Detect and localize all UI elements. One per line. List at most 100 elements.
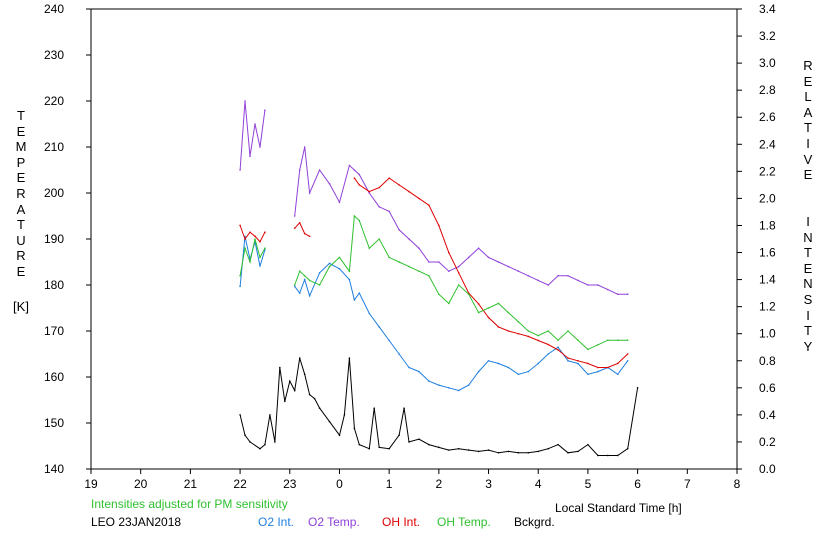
data-point — [517, 270, 520, 273]
y-left-tick-label: 200 — [44, 186, 64, 200]
data-point — [378, 446, 381, 449]
data-point — [567, 357, 569, 359]
data-point — [239, 224, 241, 227]
data-point — [537, 362, 540, 365]
x-tick-label: 8 — [734, 477, 741, 491]
data-point — [497, 362, 500, 365]
data-point — [239, 169, 241, 171]
data-point — [388, 256, 390, 259]
data-point — [378, 326, 381, 328]
data-point — [353, 177, 356, 179]
data-point — [487, 316, 490, 319]
data-point — [264, 231, 266, 234]
data-point — [269, 414, 271, 416]
data-point — [398, 229, 400, 231]
data-point — [358, 173, 361, 176]
data-point — [358, 184, 361, 186]
data-point — [616, 293, 619, 296]
data-point — [457, 389, 460, 392]
data-point — [557, 443, 559, 446]
x-tick-label: 1 — [386, 477, 393, 491]
data-point — [527, 370, 530, 373]
data-point — [249, 231, 251, 234]
data-point — [353, 169, 356, 171]
data-point — [249, 261, 251, 263]
x-tick-label: 0 — [336, 477, 343, 491]
data-point — [418, 247, 420, 249]
data-point — [547, 330, 549, 332]
data-point — [308, 192, 311, 194]
data-point — [477, 450, 480, 453]
data-point — [348, 270, 351, 273]
data-point — [368, 447, 371, 450]
data-point — [547, 284, 549, 286]
y-left-tick-label: 180 — [44, 278, 64, 292]
data-point — [587, 373, 589, 376]
y-right-tick-label: 1.2 — [759, 300, 776, 314]
data-point — [293, 389, 296, 392]
data-point — [577, 450, 579, 453]
y-left-tick-label: 230 — [44, 48, 64, 62]
data-point — [298, 292, 301, 294]
x-axis-label: Local Standard Time [h] — [555, 501, 682, 515]
data-point — [626, 353, 629, 355]
x-tick-label: 6 — [634, 477, 641, 491]
data-point — [567, 275, 569, 277]
data-point — [616, 362, 619, 365]
data-point — [338, 256, 341, 259]
data-point — [547, 343, 549, 346]
x-tick-label: 19 — [84, 477, 98, 491]
data-point — [298, 357, 301, 359]
y-left-tick-label: 160 — [44, 370, 64, 384]
data-point — [308, 235, 311, 238]
data-point — [487, 256, 490, 259]
data-point — [507, 311, 510, 314]
data-point — [338, 201, 341, 203]
data-point — [259, 447, 261, 450]
data-point — [487, 449, 490, 451]
y-left-tick-label: 140 — [44, 462, 64, 476]
data-point — [487, 307, 490, 309]
data-point — [587, 443, 589, 446]
data-point — [547, 353, 549, 355]
data-point — [418, 270, 420, 273]
y-left-axis-unit: [K] — [13, 299, 29, 314]
data-point — [259, 146, 261, 148]
data-point — [597, 284, 599, 286]
data-point — [517, 373, 520, 376]
data-point — [398, 353, 400, 355]
x-tick-label: 20 — [134, 477, 148, 491]
data-point — [607, 339, 609, 342]
data-point — [527, 330, 530, 332]
data-point — [368, 247, 371, 249]
data-point — [303, 275, 306, 277]
data-point — [517, 332, 520, 335]
data-point — [447, 251, 450, 254]
data-point — [497, 302, 500, 305]
data-point — [557, 346, 559, 349]
data-point — [567, 330, 569, 332]
data-point — [244, 434, 246, 436]
data-point — [348, 278, 351, 281]
data-point — [358, 292, 361, 294]
data-point — [398, 261, 400, 263]
data-point — [626, 293, 629, 296]
series-line-o2-temp — [239, 100, 628, 295]
data-point — [438, 384, 440, 386]
data-point — [388, 339, 390, 342]
data-point — [249, 441, 251, 443]
data-point — [527, 275, 530, 277]
x-tick-label: 4 — [535, 477, 542, 491]
data-point — [378, 238, 381, 240]
y-right-tick-label: 0.6 — [759, 381, 776, 395]
data-point — [398, 434, 400, 436]
data-point — [308, 279, 311, 282]
data-point — [284, 400, 286, 403]
data-point — [348, 164, 351, 167]
data-point — [438, 293, 440, 296]
data-point — [244, 238, 246, 240]
data-point — [388, 177, 390, 179]
data-point — [557, 349, 559, 351]
data-point — [293, 227, 296, 229]
